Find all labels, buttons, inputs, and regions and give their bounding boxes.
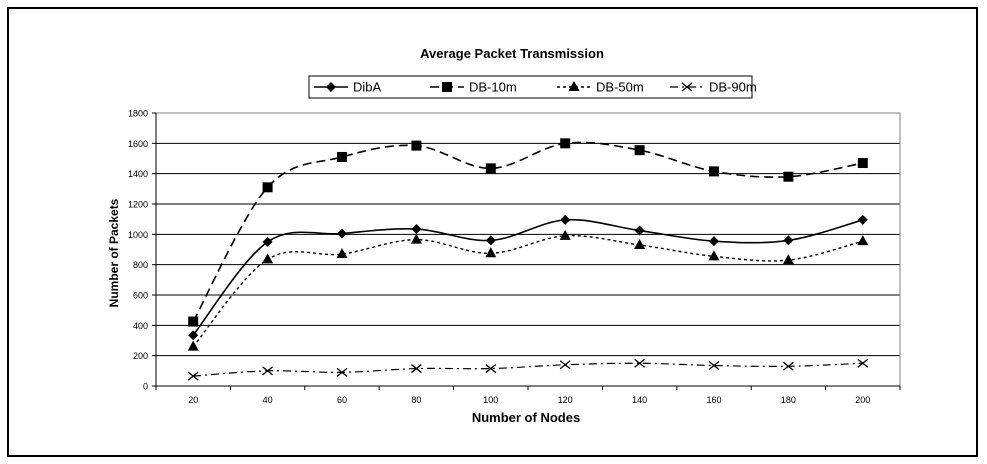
gridlines — [156, 112, 900, 357]
data-point-db-90m — [336, 367, 348, 377]
data-point-diba — [783, 235, 794, 246]
data-point-db-50m — [410, 233, 422, 244]
legend-marker — [326, 82, 336, 92]
data-point-db-50m — [782, 254, 794, 265]
series-db-50m — [187, 229, 869, 351]
data-point-db-90m — [857, 358, 869, 368]
data-point-db-90m — [782, 361, 794, 371]
x-tick-label: 200 — [855, 395, 870, 405]
x-tick-label: 140 — [632, 395, 647, 405]
legend-label: DibA — [353, 80, 382, 95]
legend-item-db-90m: DB-90m — [670, 80, 757, 95]
y-tick-label: 1000 — [128, 230, 148, 240]
series-line-db-50m — [192, 234, 863, 348]
data-point-db-10m — [560, 138, 571, 149]
data-point-db-10m — [709, 166, 719, 177]
x-tick-label: 20 — [188, 395, 198, 405]
legend-item-diba: DibA — [314, 80, 382, 95]
y-tick-label: 0 — [143, 382, 148, 392]
data-point-diba — [634, 225, 645, 236]
legend-marker — [568, 81, 580, 91]
x-tick-label: 40 — [263, 395, 273, 405]
data-point-diba — [485, 235, 496, 246]
data-point-diba — [337, 228, 347, 239]
y-tick-label: 1800 — [128, 109, 148, 119]
data-point-db-10m — [337, 151, 347, 162]
data-point-db-50m — [708, 250, 720, 261]
y-tick-label: 800 — [133, 260, 148, 270]
data-point-diba — [560, 214, 571, 225]
x-tick-label: 120 — [558, 395, 573, 405]
x-tick-label: 60 — [337, 395, 347, 405]
series-db-10m — [188, 138, 868, 327]
data-point-db-10m — [857, 158, 868, 169]
y-tick-label: 1200 — [128, 200, 148, 210]
data-point-db-90m — [708, 361, 720, 371]
data-point-db-90m — [262, 366, 274, 376]
y-tick-label: 400 — [133, 321, 148, 331]
y-axis-label: Number of Packets — [107, 198, 121, 307]
data-point-diba — [411, 224, 422, 235]
data-point-diba — [188, 330, 199, 341]
chart-title: Average Packet Transmission — [420, 46, 604, 61]
series-group — [187, 138, 869, 381]
data-point-db-90m — [410, 364, 422, 374]
legend-label: DB-50m — [596, 80, 644, 95]
legend-item-db-50m: DB-50m — [557, 80, 644, 95]
series-db-90m — [187, 358, 869, 381]
data-point-db-90m — [187, 371, 199, 381]
legend-label: DB-90m — [709, 80, 757, 95]
y-tick-label: 600 — [133, 291, 148, 301]
data-point-db-10m — [262, 182, 273, 193]
x-axis-label: Number of Nodes — [472, 410, 580, 425]
data-point-db-10m — [783, 171, 794, 182]
data-point-db-50m — [857, 235, 869, 246]
data-point-db-50m — [187, 340, 199, 351]
x-tick-label: 100 — [483, 395, 498, 405]
data-point-db-50m — [336, 248, 348, 259]
plot-area — [155, 112, 901, 387]
data-point-diba — [857, 214, 868, 225]
axes: 0 200 400 600 800 1000 1200 1400 1600 1800 20 40 60 8… — [128, 109, 901, 405]
series-line-db-10m — [192, 141, 863, 322]
legend-marker — [442, 82, 452, 92]
data-point-db-10m — [411, 140, 422, 151]
data-point-db-10m — [485, 163, 496, 174]
data-point-diba — [262, 236, 273, 247]
legend-marker — [681, 82, 693, 92]
data-point-db-90m — [485, 364, 497, 374]
y-tick-label: 1400 — [128, 169, 148, 179]
x-tick-label: 160 — [706, 395, 721, 405]
x-tick-label: 80 — [411, 395, 421, 405]
series-line-diba — [192, 218, 864, 336]
series-diba — [188, 214, 868, 341]
data-point-db-90m — [634, 358, 646, 368]
data-point-db-50m — [634, 238, 646, 249]
legend-label: DB-10m — [469, 80, 517, 95]
data-point-db-50m — [485, 247, 497, 258]
legend-box — [308, 75, 753, 99]
x-tick-label: 180 — [781, 395, 796, 405]
y-tick-label: 200 — [133, 351, 148, 361]
data-point-db-10m — [188, 316, 199, 327]
data-point-db-50m — [262, 253, 274, 264]
data-point-db-90m — [559, 360, 571, 370]
legend-item-db-10m: DB-10m — [430, 80, 517, 95]
data-point-db-10m — [634, 145, 645, 156]
y-tick-label: 1600 — [128, 139, 148, 149]
series-line-db-90m — [193, 362, 863, 377]
data-point-diba — [709, 236, 719, 247]
legend: DibA DB-10m DB-50m DB-90m — [308, 75, 757, 99]
data-point-db-50m — [559, 229, 571, 240]
